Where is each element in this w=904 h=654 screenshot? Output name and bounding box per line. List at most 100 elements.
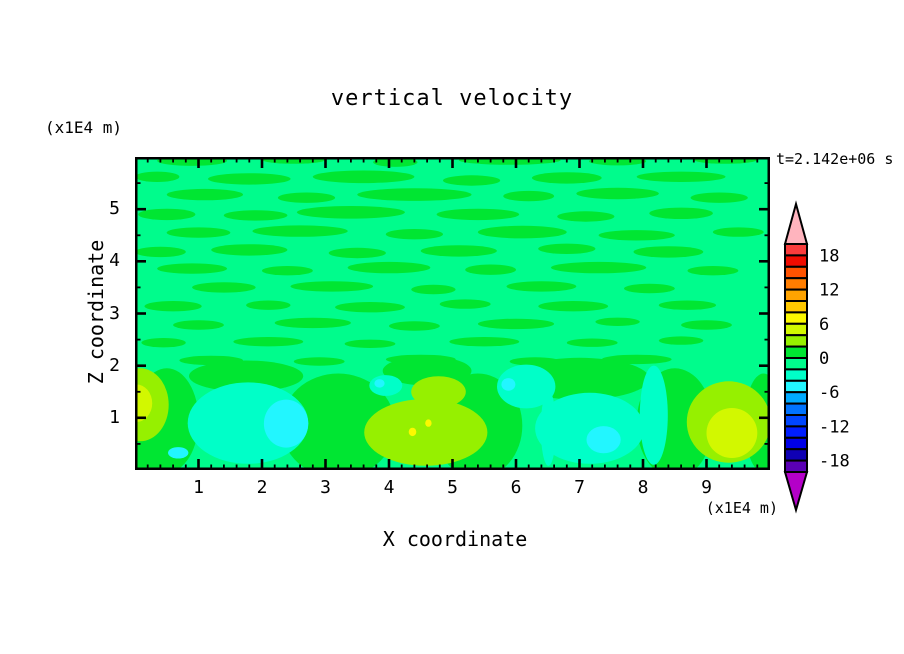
colorbar: 18 12 6 0 -6 -12 -18	[783, 200, 850, 514]
contour-stripe	[144, 301, 202, 312]
colorbar-segment	[784, 402, 808, 417]
colorbar-label: 12	[819, 281, 839, 301]
contour-cell	[281, 373, 396, 470]
contour-stripe	[277, 192, 336, 203]
colorbar-segment	[784, 357, 808, 371]
contour-stripe	[566, 338, 618, 347]
contour-stripe	[274, 317, 351, 329]
contour-stripe	[443, 175, 501, 186]
contour-stripe	[681, 320, 732, 330]
contour-stripe	[551, 261, 647, 274]
x-tick-label: 2	[256, 477, 268, 498]
contour-stripe	[290, 281, 374, 292]
contour-cell	[135, 384, 153, 422]
contour-stripe	[598, 230, 675, 241]
contour-stripe	[531, 172, 602, 184]
plot-title: vertical velocity	[330, 86, 574, 111]
x-tick-label: 1	[193, 477, 204, 498]
contour-stripe	[138, 208, 196, 221]
colorbar-segment	[784, 243, 808, 257]
contour-stripe	[420, 245, 497, 257]
contour-stripe	[166, 188, 243, 201]
contour-cell	[364, 399, 488, 466]
colorbar-segment	[784, 288, 808, 302]
contour-stripe	[658, 300, 717, 310]
colorbar-segment	[784, 414, 808, 428]
contour-stripe	[208, 173, 291, 185]
colorbar-segment	[784, 368, 808, 382]
colorbar-segment	[784, 448, 808, 462]
x-tick-label: 5	[447, 477, 458, 498]
contour-stripe	[296, 206, 405, 219]
colorbar-under-arrow	[783, 471, 809, 514]
contour-stripe	[233, 337, 304, 347]
contour-stripe	[411, 284, 456, 295]
contour-stripe	[633, 246, 704, 258]
contour-stripe	[503, 190, 555, 202]
colorbar-segment	[784, 379, 808, 394]
x-tick-label: 6	[510, 477, 522, 498]
colorbar-segment	[784, 436, 808, 451]
contour-stripe	[211, 244, 288, 256]
contour-cell	[374, 379, 385, 388]
contour-stripe	[385, 229, 443, 240]
contour-stripe	[576, 187, 659, 200]
contour-stripe	[157, 263, 227, 274]
contour-cell	[263, 399, 309, 448]
contour-cell	[501, 378, 516, 391]
colorbar-label: -6	[819, 383, 839, 403]
contour-field	[135, 157, 770, 470]
x-tick-label: 3	[320, 477, 331, 498]
contour-stripe	[649, 207, 713, 219]
contour-stripe	[506, 281, 577, 292]
contour-stripe	[538, 243, 596, 254]
colorbar-segment	[784, 322, 808, 337]
contour-stripe	[687, 266, 739, 276]
contour-stripe	[712, 227, 764, 237]
colorbar-segment	[784, 311, 808, 325]
contour-stripe	[624, 283, 675, 294]
x-tick-label: 4	[383, 477, 395, 498]
colorbar-segment	[784, 265, 808, 280]
contour-stripe	[658, 336, 704, 345]
contour-stripe	[357, 188, 472, 201]
contour-stripe	[436, 208, 520, 221]
y-tick-label: 5	[109, 198, 120, 220]
plot-area	[135, 157, 770, 470]
colorbar-segment	[784, 425, 808, 439]
contour-stripe	[344, 339, 396, 348]
contour-cell	[497, 364, 556, 409]
time-annotation: t=2.142e+06 s	[776, 150, 894, 168]
contour-stripe	[246, 300, 291, 310]
contour-cell	[586, 426, 621, 454]
colorbar-segment	[784, 459, 808, 474]
x-axis-unit-label: (x1E4 m)	[705, 499, 778, 517]
contour-stripe	[192, 282, 256, 293]
contour-stripe	[373, 157, 418, 167]
colorbar-segment	[784, 391, 808, 405]
y-tick-label: 4	[109, 250, 120, 272]
y-axis-unit-label: (x1E4 m)	[45, 118, 123, 137]
contour-stripe	[690, 192, 748, 203]
contour-stripe	[477, 318, 555, 330]
contour-stripe	[141, 338, 186, 348]
contour-stripe	[439, 299, 491, 309]
contour-stripe	[293, 357, 345, 366]
colorbar-label: -12	[819, 417, 850, 437]
contour-cell	[408, 427, 417, 437]
x-tick-label: 7	[574, 477, 585, 498]
contour-cell	[535, 392, 645, 464]
contour-stripe	[223, 210, 288, 221]
colorbar-segment	[784, 334, 808, 348]
contour-stripe	[135, 171, 180, 182]
y-tick-label: 2	[109, 354, 120, 376]
contour-cell	[168, 447, 189, 459]
contour-stripe	[347, 261, 431, 274]
contour-stripe	[135, 246, 186, 258]
contour-stripe	[312, 170, 415, 184]
contour-cell	[425, 419, 432, 427]
contour-stripe	[173, 320, 224, 330]
x-tick-label: 9	[701, 477, 712, 498]
contour-stripe	[636, 171, 726, 182]
